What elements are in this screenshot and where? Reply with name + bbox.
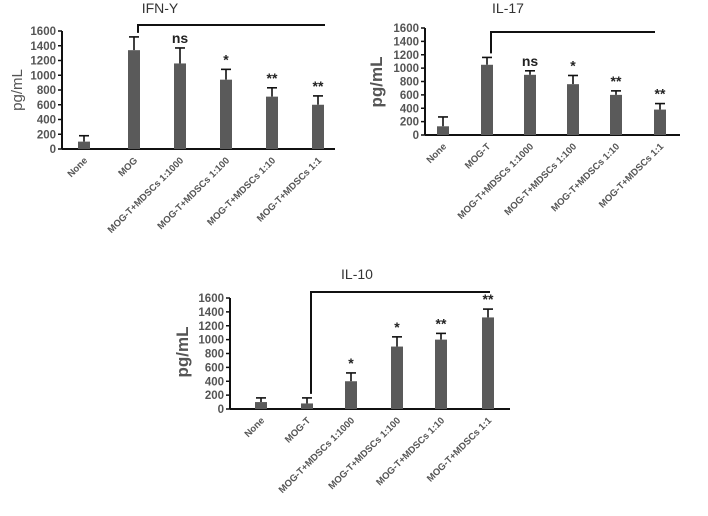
y-axis-label: pg/mL — [9, 69, 26, 111]
significance-marker: ns — [522, 53, 539, 69]
bar — [567, 84, 579, 135]
y-tick-label: 1000 — [30, 70, 56, 82]
y-tick-label: 1000 — [198, 335, 224, 347]
bar — [255, 402, 267, 409]
y-tick-label: 800 — [205, 349, 224, 361]
significance-marker: ** — [436, 315, 447, 331]
bar — [435, 339, 447, 409]
bar — [437, 126, 449, 135]
significance-marker: * — [570, 57, 576, 73]
x-tick-label: None — [243, 415, 268, 440]
x-tick-label: MOG-T — [283, 415, 313, 445]
x-tick-label: None — [425, 141, 450, 166]
bar — [301, 403, 313, 409]
significance-marker: ** — [611, 73, 622, 89]
comparison-bracket — [137, 24, 325, 33]
significance-marker: ** — [483, 291, 494, 307]
y-tick-label: 1000 — [393, 63, 419, 75]
bar — [345, 381, 357, 409]
comparison-bracket — [310, 291, 490, 394]
y-tick-label: 200 — [400, 117, 419, 129]
x-tick-label: MOG-T+MDSCs 1:100 — [502, 141, 579, 218]
y-tick-label: 1400 — [393, 36, 419, 48]
y-tick-label: 1600 — [30, 26, 56, 38]
bar — [482, 317, 494, 409]
y-tick-label: 600 — [400, 90, 419, 102]
chart-0: IFN-Y pg/mL 0 200 400 600 800 1000 1200 1400 1600 N… — [9, 0, 335, 236]
bar — [266, 96, 278, 149]
x-tick-label: None — [66, 155, 91, 180]
y-tick-label: 1600 — [393, 23, 419, 35]
x-tick-label: MOG-T+MDSCs 1:1000 — [456, 141, 536, 221]
y-tick-label: 200 — [205, 390, 224, 402]
significance-marker: ** — [313, 78, 324, 94]
y-tick-label: 1400 — [198, 307, 224, 319]
y-tick-label: 0 — [50, 144, 56, 156]
bar — [391, 346, 403, 409]
chart-title: IFN-Y — [142, 0, 179, 16]
y-tick-label: 1600 — [198, 293, 224, 305]
y-tick-label: 800 — [37, 85, 56, 97]
y-tick-label: 600 — [205, 362, 224, 374]
y-tick-label: 400 — [205, 376, 224, 388]
significance-marker: * — [223, 51, 229, 67]
x-tick-label: MOG-T+MDSCs 1:1000 — [277, 415, 357, 495]
bar — [220, 79, 232, 149]
bar — [312, 104, 324, 149]
y-tick-label: 800 — [400, 77, 419, 89]
y-tick-label: 200 — [37, 129, 56, 141]
significance-marker: * — [348, 355, 354, 371]
y-tick-label: 400 — [37, 115, 56, 127]
bar — [128, 50, 140, 149]
x-tick-label: MOG-T — [463, 141, 493, 171]
y-tick-label: 600 — [37, 100, 56, 112]
bar — [174, 63, 186, 150]
bar — [524, 74, 536, 135]
x-tick-label: MOG — [116, 155, 140, 179]
y-axis-label: pg/mL — [367, 57, 386, 108]
significance-marker: * — [394, 319, 400, 335]
y-tick-label: 400 — [400, 103, 419, 115]
y-tick-label: 0 — [218, 404, 224, 416]
significance-marker: ns — [172, 30, 189, 46]
x-tick-label: MOG-T+MDSCs 1:1000 — [106, 155, 186, 235]
y-tick-label: 0 — [413, 130, 419, 142]
y-tick-label: 1200 — [393, 50, 419, 62]
bar — [78, 141, 90, 149]
bar — [610, 94, 622, 135]
y-axis-label: pg/mL — [173, 327, 192, 378]
chart-title: IL-17 — [492, 0, 524, 16]
y-tick-label: 1200 — [198, 321, 224, 333]
y-tick-label: 1400 — [30, 41, 56, 53]
significance-marker: ** — [655, 86, 666, 102]
significance-marker: ** — [267, 70, 278, 86]
bar — [481, 64, 493, 135]
comparison-bracket — [490, 31, 655, 54]
y-tick-label: 1200 — [30, 56, 56, 68]
bar — [654, 109, 666, 135]
chart-title: IL-10 — [341, 266, 373, 282]
